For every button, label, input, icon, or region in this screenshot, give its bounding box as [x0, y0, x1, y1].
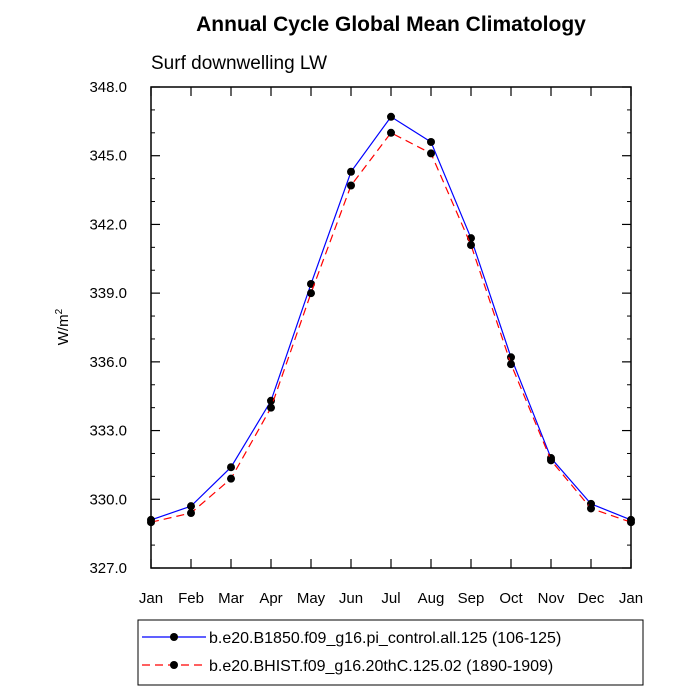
chart-subtitle: Surf downwelling LW — [151, 53, 327, 74]
series-2-point — [427, 149, 435, 158]
x-tick-label: Jan — [619, 590, 643, 607]
axis-ticks — [150, 86, 632, 569]
series-2-point — [467, 241, 475, 250]
series-line-1 — [150, 115, 632, 521]
x-tick-label: May — [297, 590, 326, 607]
series-1-point — [427, 137, 435, 146]
series-1-point — [187, 502, 195, 511]
legend: b.e20.B1850.f09_g16.pi_control.all.125 (… — [137, 619, 644, 686]
chart-title: Annual Cycle Global Mean Climatology — [196, 13, 586, 36]
y-axis-label-base: W/m — [55, 314, 72, 345]
legend-marker-2 — [170, 661, 178, 669]
y-axis-label-sup: 2 — [54, 308, 65, 314]
series-line-2 — [150, 132, 632, 523]
y-tick-label: 342.0 — [89, 216, 127, 233]
series-1-point — [507, 353, 515, 362]
series-1-point — [307, 279, 315, 288]
series-2-point — [507, 360, 515, 369]
series-1-point — [387, 112, 395, 121]
series-2-point — [387, 128, 395, 137]
x-tick-label: Jan — [139, 590, 163, 607]
y-axis-label: W/m2 — [54, 308, 72, 345]
series-2-point — [307, 289, 315, 298]
y-tick-label: 345.0 — [89, 148, 127, 165]
x-tick-label: Sep — [458, 590, 485, 607]
y-tick-label: 339.0 — [89, 285, 127, 302]
series-1-point — [347, 167, 355, 176]
y-tick-label: 327.0 — [89, 560, 127, 577]
legend-items: b.e20.B1850.f09_g16.pi_control.all.125 (… — [142, 630, 561, 675]
x-tick-label: Jul — [381, 590, 400, 607]
x-tick-label: Mar — [218, 590, 244, 607]
y-tick-label: 348.0 — [89, 79, 127, 96]
y-tick-label: 330.0 — [89, 491, 127, 508]
x-tick-label: Feb — [178, 590, 204, 607]
x-tick-label: Dec — [578, 590, 605, 607]
x-tick-label: Oct — [499, 590, 523, 607]
series-2-point — [227, 474, 235, 483]
legend-box — [137, 619, 644, 686]
series-2-point — [347, 181, 355, 190]
series-2-point — [267, 403, 275, 412]
y-tick-label: 333.0 — [89, 423, 127, 440]
series-1-point — [267, 396, 275, 405]
legend-marker-1 — [170, 633, 178, 641]
x-tick-label: Nov — [538, 590, 565, 607]
plot-frame — [150, 86, 632, 569]
x-tick-label: Apr — [259, 590, 282, 607]
legend-label-2: b.e20.BHIST.f09_g16.20thC.125.02 (1890-1… — [209, 658, 553, 675]
series-2-point — [587, 504, 595, 513]
legend-label-1: b.e20.B1850.f09_g16.pi_control.all.125 (… — [209, 630, 561, 647]
tick-labels: 327.0 330.0 333.0 336.0 339.0 342.0 345.0 348.0… — [89, 79, 643, 607]
x-tick-label: Aug — [418, 590, 445, 607]
y-tick-label: 336.0 — [89, 354, 127, 371]
series-1-point — [227, 463, 235, 472]
series-2-point — [547, 456, 555, 465]
series-layer — [147, 112, 635, 527]
x-tick-label: Jun — [339, 590, 363, 607]
series-2-point — [187, 509, 195, 518]
